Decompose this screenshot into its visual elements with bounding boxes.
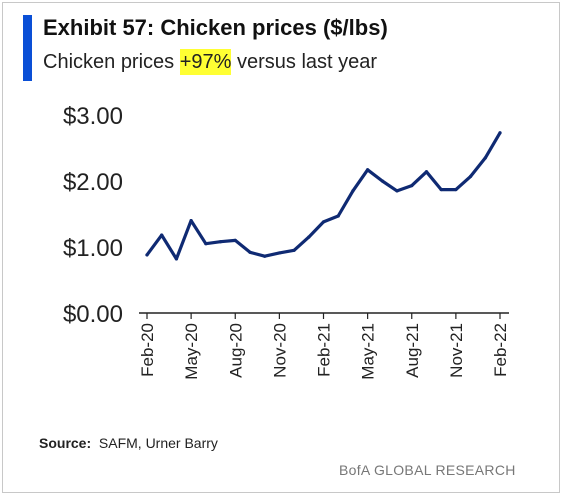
source-text: SAFM, Urner Barry bbox=[98, 435, 218, 451]
data-point bbox=[277, 251, 281, 255]
data-point bbox=[366, 168, 370, 172]
y-tick-label: $0.00 bbox=[63, 301, 123, 328]
x-tick-label: Aug-20 bbox=[226, 323, 245, 378]
data-point bbox=[307, 235, 311, 239]
data-point bbox=[468, 174, 473, 178]
data-point bbox=[439, 187, 443, 192]
data-point bbox=[395, 189, 399, 193]
x-tick-label: Feb-22 bbox=[491, 323, 510, 377]
data-point bbox=[410, 184, 414, 188]
data-point bbox=[321, 220, 326, 224]
data-point bbox=[160, 233, 164, 237]
data-point bbox=[263, 254, 267, 258]
y-tick-label: $3.00 bbox=[63, 103, 123, 130]
x-tick-label: Nov-21 bbox=[447, 323, 466, 378]
data-point bbox=[380, 179, 384, 183]
source-label: Source: bbox=[39, 435, 92, 451]
data-point bbox=[498, 131, 502, 135]
data-point bbox=[424, 170, 429, 174]
x-tick-label: Aug-21 bbox=[403, 323, 422, 378]
y-tick-label: $1.00 bbox=[63, 235, 123, 262]
subtitle-suffix: versus last year bbox=[231, 51, 378, 73]
series-line bbox=[145, 131, 502, 261]
data-point bbox=[174, 257, 179, 261]
x-tick-label: Nov-20 bbox=[270, 323, 289, 378]
exhibit-title: Exhibit 57: Chicken prices ($/lbs) bbox=[43, 15, 388, 40]
accent-bar bbox=[23, 15, 32, 81]
y-tick-label: $2.00 bbox=[63, 169, 123, 196]
x-tick-label: Feb-21 bbox=[315, 323, 334, 377]
x-tick-label: May-21 bbox=[359, 323, 378, 380]
data-point bbox=[483, 156, 487, 160]
data-point bbox=[336, 214, 340, 218]
source-note: Source: SAFM, Urner Barry bbox=[39, 435, 218, 451]
data-point bbox=[454, 187, 458, 192]
data-point bbox=[189, 219, 193, 223]
brand-label: BofA GLOBAL RESEARCH bbox=[339, 462, 516, 478]
data-point bbox=[248, 250, 252, 254]
subtitle-prefix: Chicken prices bbox=[43, 51, 180, 73]
data-point bbox=[204, 242, 208, 246]
x-tick-label: May-20 bbox=[182, 323, 201, 380]
line-chart: $0.00 $1.00 $2.00 $3.00 Feb-20 May-20 Aug-20 No… bbox=[63, 103, 510, 380]
exhibit-subtitle: Chicken prices +97% versus last year bbox=[43, 49, 378, 75]
data-point bbox=[233, 238, 237, 242]
subtitle-highlight: +97% bbox=[179, 49, 232, 75]
data-point bbox=[292, 248, 296, 252]
x-tick-label: Feb-20 bbox=[138, 323, 157, 377]
exhibit-frame: Exhibit 57: Chicken prices ($/lbs) Chick… bbox=[2, 2, 560, 493]
data-point bbox=[351, 189, 355, 193]
data-point bbox=[218, 240, 223, 244]
data-point bbox=[145, 253, 149, 257]
